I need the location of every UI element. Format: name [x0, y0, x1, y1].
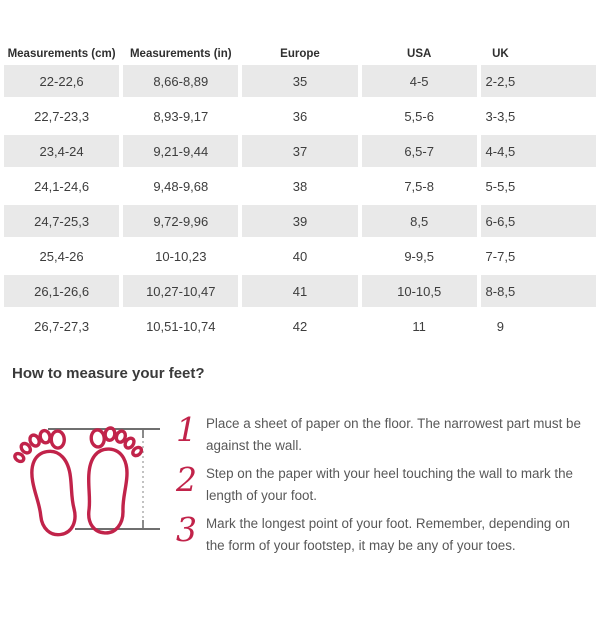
size-cell: 42	[292, 318, 308, 334]
size-cell: 9,72-9,96	[123, 205, 239, 237]
size-cell: 4-4,5	[480, 135, 596, 167]
guide-heading: How to measure your feet?	[12, 365, 205, 382]
measure-step: 1 Place a sheet of paper on the floor. Th…	[170, 413, 590, 457]
size-row: 23,4-24 9,21-9,44 37 6,5-7 4-4,5	[4, 135, 596, 167]
size-cell: 9	[496, 318, 504, 334]
size-cell: 25,4-26	[39, 248, 84, 264]
size-row: 22,7-23,3 8,93-9,17 36 5,5-6 3-3,5	[4, 100, 596, 132]
size-cell: 10,27-10,47	[123, 275, 239, 307]
size-cell: 35	[242, 65, 358, 97]
size-cell: 5-5,5	[485, 178, 516, 194]
size-cell: 40	[292, 248, 308, 264]
size-cell: 26,1-26,6	[4, 275, 120, 307]
step-text: Mark the longest point of your foot. Rem…	[206, 516, 570, 553]
size-cell: 10-10,5	[361, 275, 477, 307]
column-header: UK	[492, 47, 509, 60]
size-cell: 41	[242, 275, 358, 307]
column-header: Measurements (cm)	[7, 47, 116, 60]
size-cell: 7,5-8	[404, 178, 434, 194]
size-chart-body: 22-22,6 8,66-8,89 35 4-5 2-2,5 22,7-23,3 8,93-…	[4, 65, 596, 342]
column-header: USA	[407, 47, 432, 60]
size-cell: 10,51-10,74	[146, 318, 216, 334]
size-row: 26,1-26,6 10,27-10,47 41 10-10,5 8-8,5	[4, 275, 596, 307]
size-cell: 9,48-9,68	[153, 178, 209, 194]
size-cell: 8,5	[361, 205, 477, 237]
size-table-head: Measurements (cm) Measurements (in) Europe…	[4, 45, 596, 62]
size-cell: 22-22,6	[4, 65, 120, 97]
size-cell: 39	[242, 205, 358, 237]
left-foot-outline	[13, 428, 77, 537]
size-cell: 8,93-9,17	[153, 108, 209, 124]
size-cell: 36	[292, 108, 308, 124]
size-cell: 8-8,5	[480, 275, 596, 307]
steps-list: 1 Place a sheet of paper on the floor. Th…	[170, 413, 590, 563]
step-number: 3	[176, 510, 197, 549]
size-cell: 6-6,5	[480, 205, 596, 237]
size-conversion-table: Measurements (cm) Measurements (in) Europe…	[0, 42, 600, 345]
size-cell: 37	[242, 135, 358, 167]
size-cell: 11	[412, 318, 426, 334]
size-cell: 24,1-24,6	[34, 178, 90, 194]
size-cell: 7-7,5	[485, 248, 516, 264]
size-cell: 23,4-24	[4, 135, 120, 167]
size-cell: 24,7-25,3	[4, 205, 120, 237]
column-header: Europe	[280, 47, 320, 60]
size-cell: 10-10,23	[155, 248, 207, 264]
measure-step: 3 Mark the longest point of your foot. Re…	[170, 513, 590, 557]
size-cell: 5,5-6	[404, 108, 434, 124]
size-cell: 38	[292, 178, 308, 194]
size-cell: 6,5-7	[361, 135, 477, 167]
column-header: Measurements (in)	[129, 47, 232, 60]
step-number: 1	[176, 410, 197, 449]
size-cell: 3-3,5	[485, 108, 516, 124]
size-row: 26,7-27,3 10,51-10,74 42 11 9	[4, 310, 596, 342]
size-cell: 26,7-27,3	[34, 318, 90, 334]
size-cell: 22,7-23,3	[34, 108, 90, 124]
size-row: 24,1-24,6 9,48-9,68 38 7,5-8 5-5,5	[4, 170, 596, 202]
size-row: 22-22,6 8,66-8,89 35 4-5 2-2,5	[4, 65, 596, 97]
step-text: Place a sheet of paper on the floor. The…	[206, 416, 581, 453]
step-number: 2	[176, 460, 197, 499]
size-cell: 4-5	[361, 65, 477, 97]
size-cell: 2-2,5	[480, 65, 596, 97]
size-cell: 9-9,5	[404, 248, 434, 264]
size-cell: 8,66-8,89	[123, 65, 239, 97]
feet-measure-diagram	[12, 407, 170, 563]
size-chart-header-row: Measurements (cm) Measurements (in) Europe…	[4, 45, 596, 62]
feet-icon	[13, 426, 160, 537]
size-cell: 9,21-9,44	[123, 135, 239, 167]
size-row: 25,4-26 10-10,23 40 9-9,5 7-7,5	[4, 240, 596, 272]
measure-step: 2 Step on the paper with your heel touchi…	[170, 463, 590, 507]
measure-guide-section: How to measure your feet?	[0, 365, 600, 563]
measure-row: 1 Place a sheet of paper on the floor. Th…	[12, 407, 588, 563]
right-foot-outline	[86, 426, 144, 535]
step-text: Step on the paper with your heel touchin…	[206, 466, 573, 503]
size-row: 24,7-25,3 9,72-9,96 39 8,5 6-6,5	[4, 205, 596, 237]
